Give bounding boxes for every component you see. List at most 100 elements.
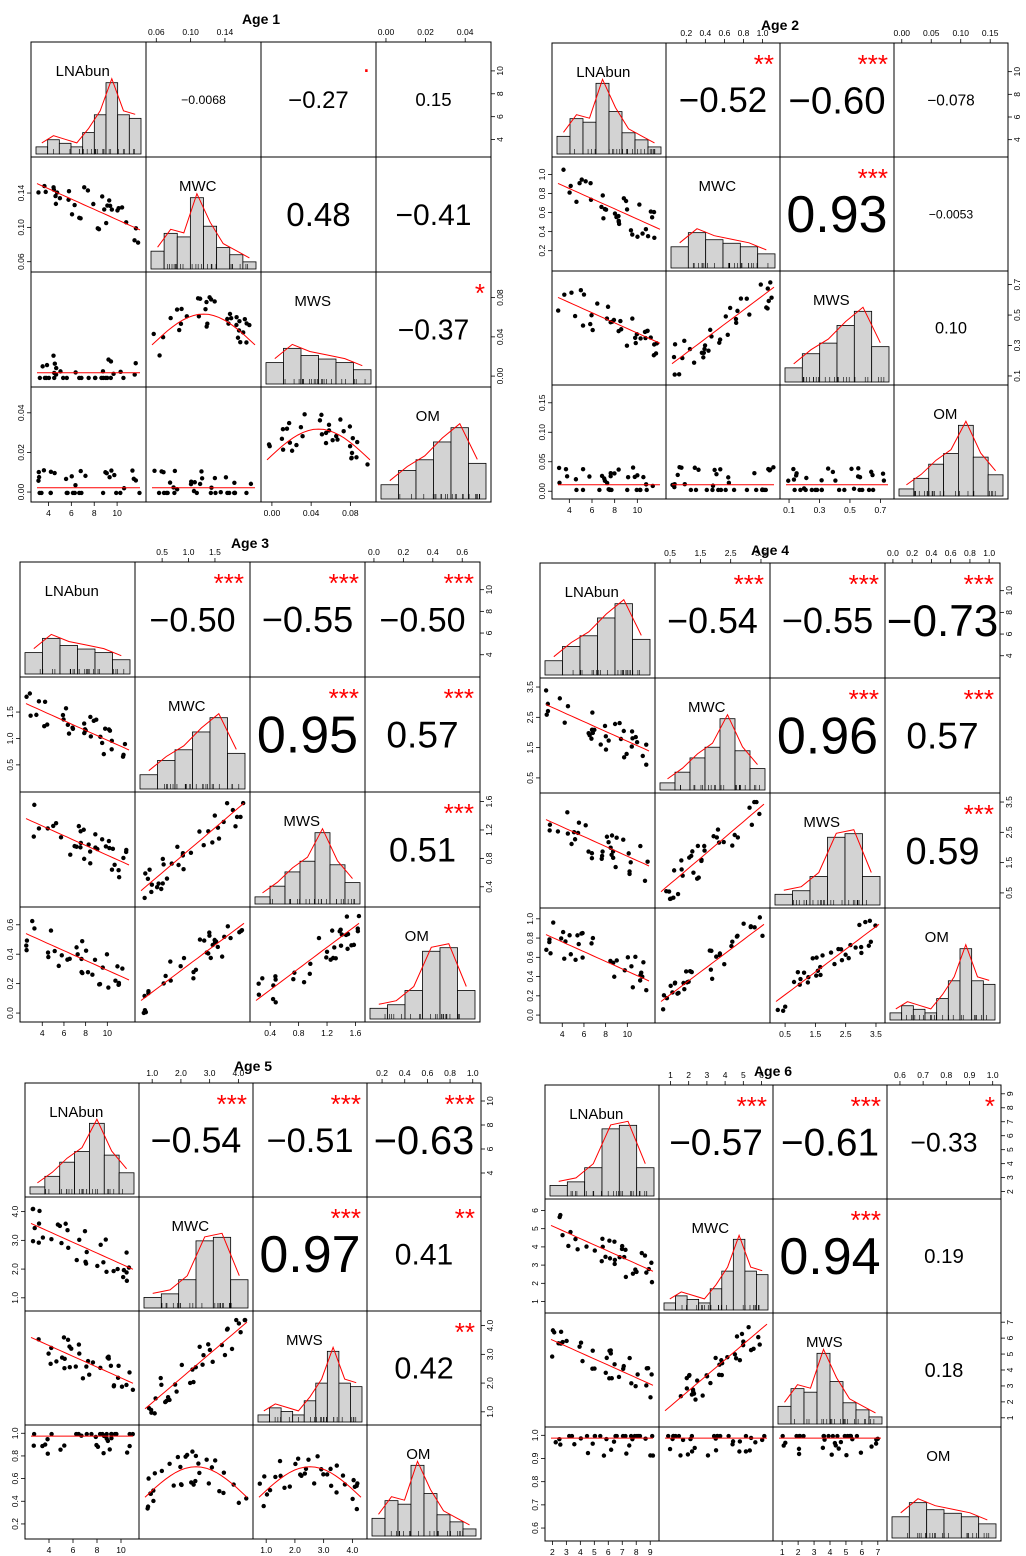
scatter-point <box>629 744 634 749</box>
loess-curve <box>151 313 256 346</box>
tick-label: 0.0 <box>5 1007 15 1019</box>
scatter-point <box>109 468 114 473</box>
tick-label: 0.4 <box>926 548 938 558</box>
histogram-bar <box>203 225 218 270</box>
scatter-point <box>644 487 649 493</box>
panel-frame <box>886 1426 1002 1542</box>
tick-label: 0.6 <box>945 548 957 558</box>
scatter-point <box>628 228 634 233</box>
scatter-point <box>616 221 622 227</box>
correlation-value: −0.41 <box>396 199 472 232</box>
loess-curve <box>144 1466 248 1498</box>
scatter-point <box>572 313 578 319</box>
scatter-point <box>212 1458 218 1463</box>
scatter-point <box>595 301 600 306</box>
scatter-point <box>143 871 148 876</box>
tick-label: 0.4 <box>525 970 535 982</box>
scatter-point <box>714 954 719 959</box>
scatter-point <box>690 849 695 854</box>
histogram-bar <box>58 142 72 155</box>
scatter-point <box>151 331 156 337</box>
scatter-point <box>244 340 249 345</box>
scatter-point <box>598 1433 603 1439</box>
scatter-point <box>702 346 707 352</box>
histogram-bar <box>634 139 649 155</box>
scatter-point <box>167 1461 172 1466</box>
scatter-point <box>868 939 874 944</box>
scatter-point <box>580 1358 585 1364</box>
histogram-bar <box>118 1172 135 1195</box>
scatter-point <box>564 474 570 479</box>
scatter-point <box>65 1228 70 1233</box>
significance-stars: *** <box>849 569 879 599</box>
scatter-point <box>338 943 344 948</box>
scatter-point <box>99 375 104 381</box>
scatter-point <box>856 466 861 471</box>
scatter-point <box>607 1256 613 1261</box>
histogram-bar <box>618 1124 638 1197</box>
scatter-point <box>36 699 42 704</box>
correlation-value: 0.94 <box>779 1228 880 1286</box>
scatter-point <box>85 969 91 975</box>
tick-label: 4 <box>40 1028 45 1038</box>
scatter-point <box>551 920 556 925</box>
scatter-point <box>616 213 621 219</box>
scatter-point <box>670 1436 675 1442</box>
scatter-point <box>589 855 595 861</box>
tick-label: 8 <box>95 1545 100 1555</box>
scatter-point <box>630 232 635 237</box>
scatter-point <box>869 1444 874 1449</box>
histogram-bar <box>889 1012 903 1021</box>
scatter-point <box>560 929 566 935</box>
scatter-point <box>572 837 578 842</box>
tick-label: 0.15 <box>537 394 547 411</box>
scatter-point <box>78 845 83 850</box>
scatter-point <box>819 487 824 493</box>
tick-label: 0.00 <box>537 483 547 500</box>
tick-label: 2 <box>550 1547 555 1556</box>
tick-label: 1.2 <box>321 1028 333 1038</box>
tick-label: 0.7 <box>917 1070 929 1080</box>
scatter-point <box>679 867 684 872</box>
correlation-value: 0.59 <box>906 831 980 873</box>
scatter-point <box>618 327 624 332</box>
correlation-value: 0.15 <box>415 89 451 110</box>
scatter-point <box>649 1433 655 1439</box>
tick-label: 7 <box>1005 1320 1015 1325</box>
scatter-point <box>679 858 684 863</box>
scatter-point <box>798 976 803 982</box>
scatter-point <box>583 179 588 184</box>
scatter-point <box>689 1449 695 1454</box>
scatter-point <box>668 983 673 989</box>
variable-label: LNAbun <box>565 584 619 601</box>
scatter-point <box>612 1362 617 1367</box>
histogram-bar <box>157 760 176 790</box>
tick-label: 2.5 <box>725 548 737 558</box>
histogram-bar <box>387 1004 406 1020</box>
histogram-bar <box>160 1293 180 1309</box>
scatter-point <box>611 1439 617 1444</box>
scatter-point <box>350 1496 355 1502</box>
histogram-bar <box>566 1181 586 1197</box>
scatter-point <box>832 1440 838 1446</box>
scatter-point <box>568 952 574 957</box>
scatter-point <box>709 976 715 981</box>
scatter-point <box>76 1342 82 1347</box>
scatter-point <box>756 1334 761 1340</box>
scatter-point <box>132 238 137 243</box>
scatter-point <box>676 1433 682 1439</box>
scatter-point <box>721 839 726 845</box>
scatter-point <box>611 317 617 323</box>
scatter-point <box>599 1258 604 1264</box>
panel-frame <box>30 271 147 388</box>
histogram-bar <box>971 980 984 1021</box>
scatter-point <box>349 456 354 461</box>
panel-frame <box>893 384 1009 500</box>
scatter-point <box>30 1206 36 1212</box>
tick-label: 6 <box>71 1545 76 1555</box>
scatter-point <box>866 943 872 948</box>
scatter-point <box>98 1242 103 1247</box>
scatter-point <box>626 851 631 856</box>
scatter-point <box>106 838 112 844</box>
